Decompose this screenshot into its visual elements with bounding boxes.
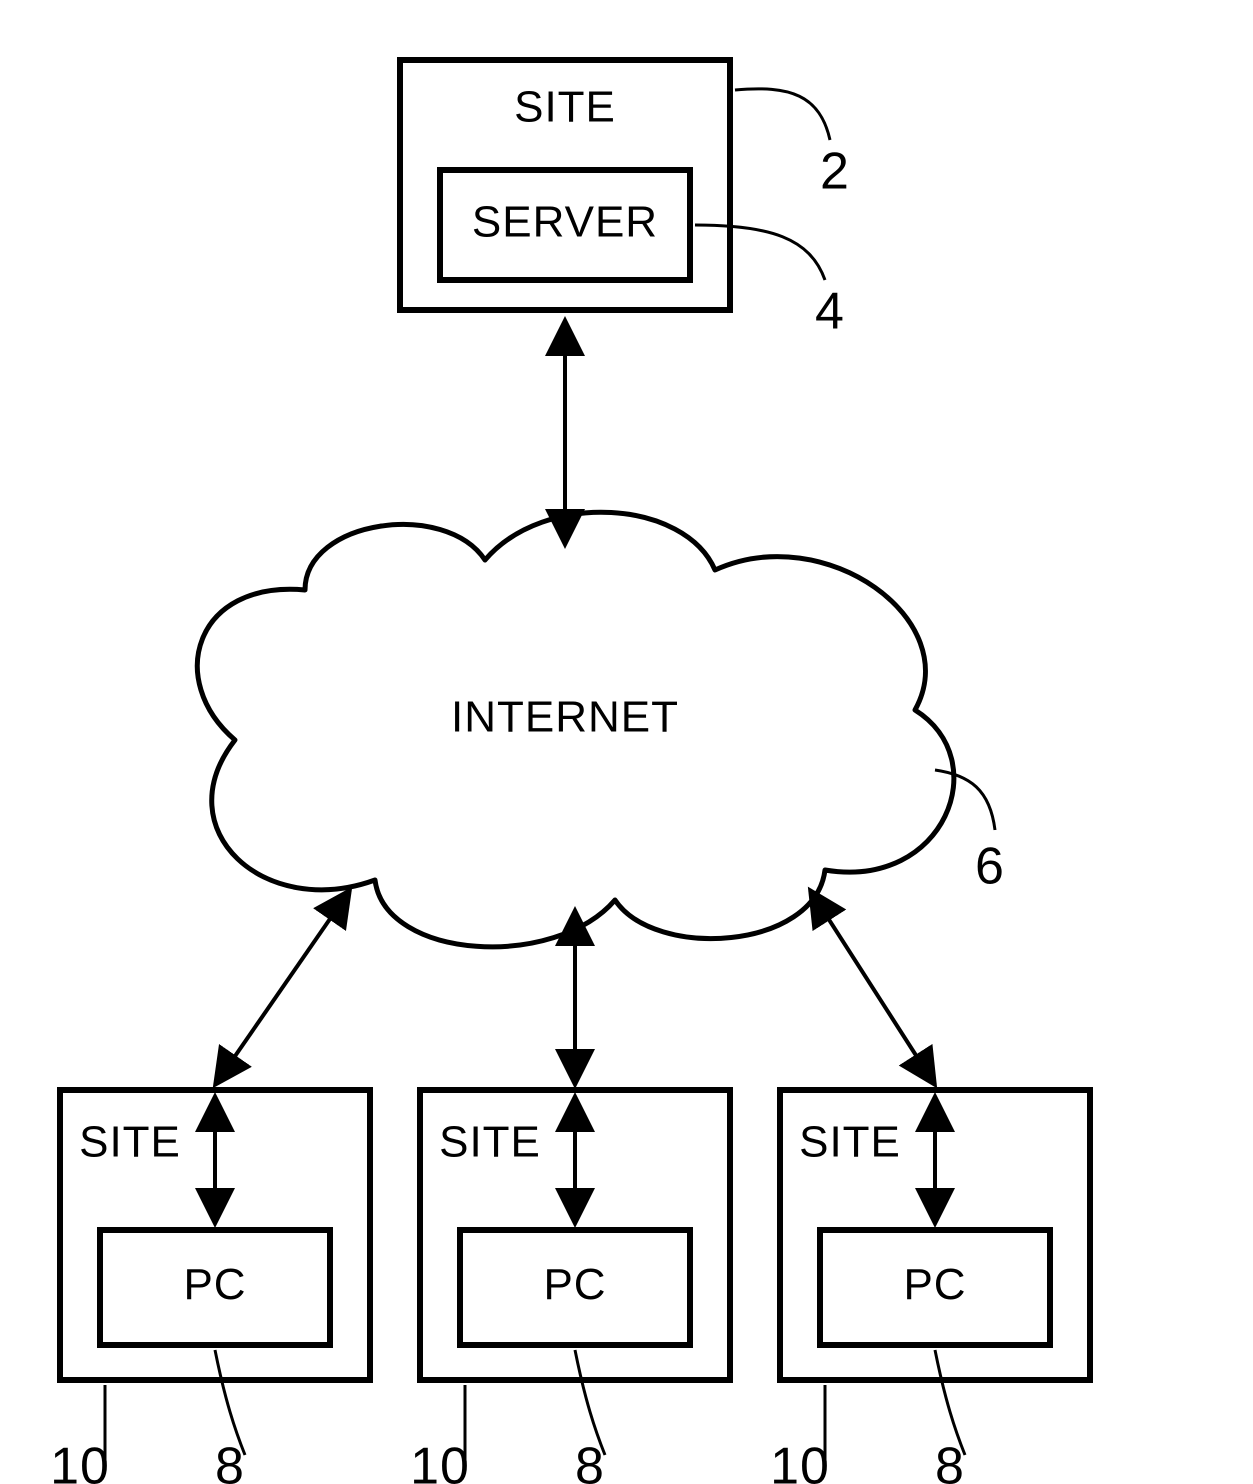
ref-4-ref: 4 [815,283,845,341]
server-label: SERVER [472,198,658,247]
pc-label-2: PC [903,1260,966,1309]
ref-4-leader [695,225,825,280]
ref-8-2-ref: 8 [935,1438,965,1484]
ref-10-2-ref: 10 [770,1438,830,1484]
arrow-internet-client-0 [215,890,350,1085]
ref-10-1-ref: 10 [410,1438,470,1484]
ref-8-0-ref: 8 [215,1438,245,1484]
client-site-label-0: SITE [79,1118,181,1167]
ref-2-leader [735,89,830,140]
ref-10-0-ref: 10 [50,1438,110,1484]
server-site-label: SITE [514,83,616,132]
ref-6-ref: 6 [975,838,1005,896]
client-site-label-1: SITE [439,1118,541,1167]
arrow-internet-client-2 [810,890,935,1085]
ref-8-1-ref: 8 [575,1438,605,1484]
pc-label-1: PC [543,1260,606,1309]
ref-2-ref: 2 [820,143,850,201]
client-site-label-2: SITE [799,1118,901,1167]
internet-label: INTERNET [451,693,679,742]
pc-label-0: PC [183,1260,246,1309]
